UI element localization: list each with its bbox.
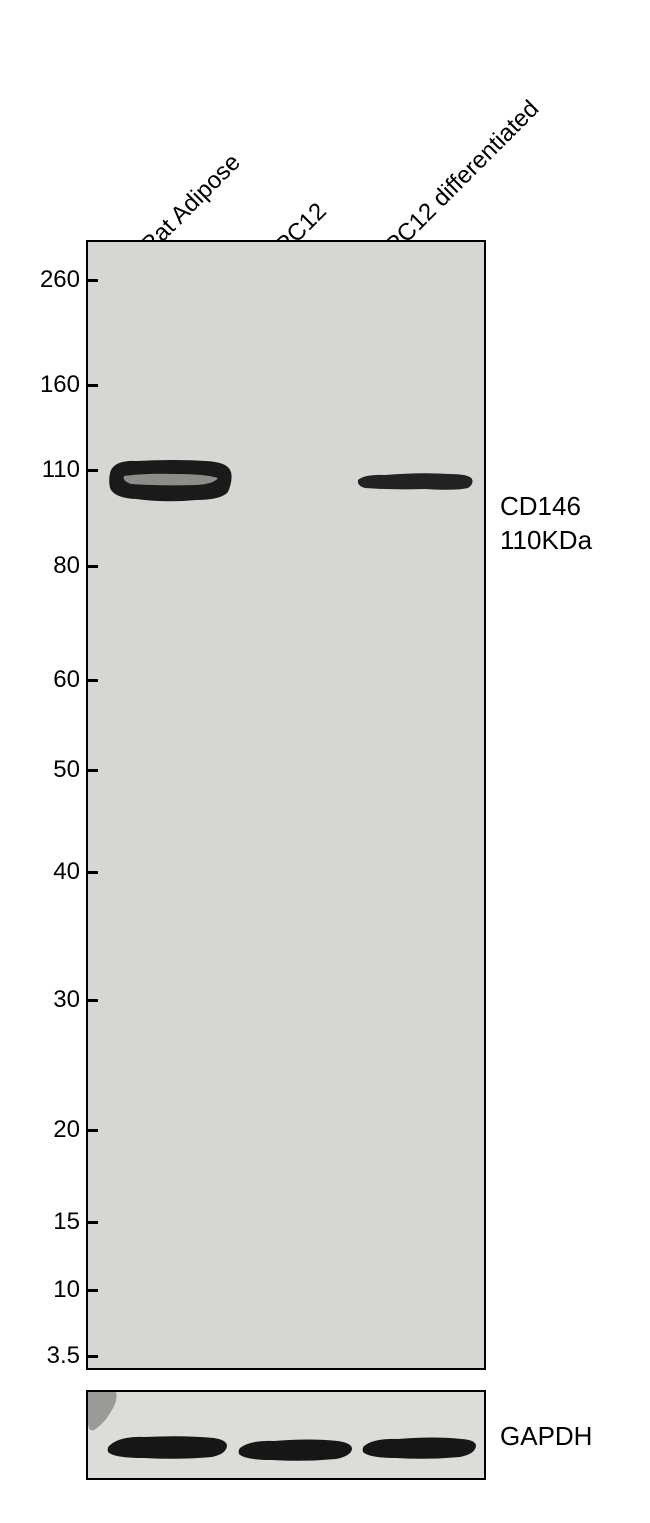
- mw-label: 3.5: [10, 1342, 80, 1370]
- cd146-band: [355, 470, 475, 492]
- gapdh-band: [360, 1434, 478, 1460]
- mw-tick: [86, 769, 98, 772]
- figure-container: Rat Adipose PC12 PC12 differentiated 260…: [0, 0, 650, 1523]
- mw-label: 50: [10, 756, 80, 784]
- mw-label: 20: [10, 1116, 80, 1144]
- mw-tick: [86, 1129, 98, 1132]
- mw-label: 30: [10, 986, 80, 1014]
- mw-label: 110: [10, 456, 80, 484]
- mw-tick: [86, 565, 98, 568]
- mw-tick: [86, 1289, 98, 1292]
- mw-tick: [86, 279, 98, 282]
- mw-label: 260: [10, 266, 80, 294]
- gapdh-label: GAPDH: [500, 1420, 592, 1454]
- cd146-band: [106, 458, 234, 502]
- gapdh-artifact: [88, 1392, 120, 1432]
- blot-membrane: [86, 240, 486, 1370]
- mw-label: 40: [10, 858, 80, 886]
- mw-label: 160: [10, 371, 80, 399]
- mw-tick: [86, 1221, 98, 1224]
- lane-label-2: PC12 differentiated: [380, 95, 545, 260]
- target-size: 110KDa: [500, 524, 592, 558]
- mw-tick: [86, 999, 98, 1002]
- mw-label: 10: [10, 1276, 80, 1304]
- mw-tick: [86, 469, 98, 472]
- mw-label: 60: [10, 666, 80, 694]
- gapdh-band: [104, 1432, 230, 1460]
- gapdh-band: [236, 1436, 354, 1462]
- mw-tick: [86, 1355, 98, 1358]
- target-name: CD146: [500, 490, 592, 524]
- mw-label: 80: [10, 552, 80, 580]
- mw-tick: [86, 384, 98, 387]
- mw-tick: [86, 679, 98, 682]
- mw-tick: [86, 871, 98, 874]
- mw-label: 15: [10, 1208, 80, 1236]
- target-label: CD146 110KDa: [500, 490, 592, 558]
